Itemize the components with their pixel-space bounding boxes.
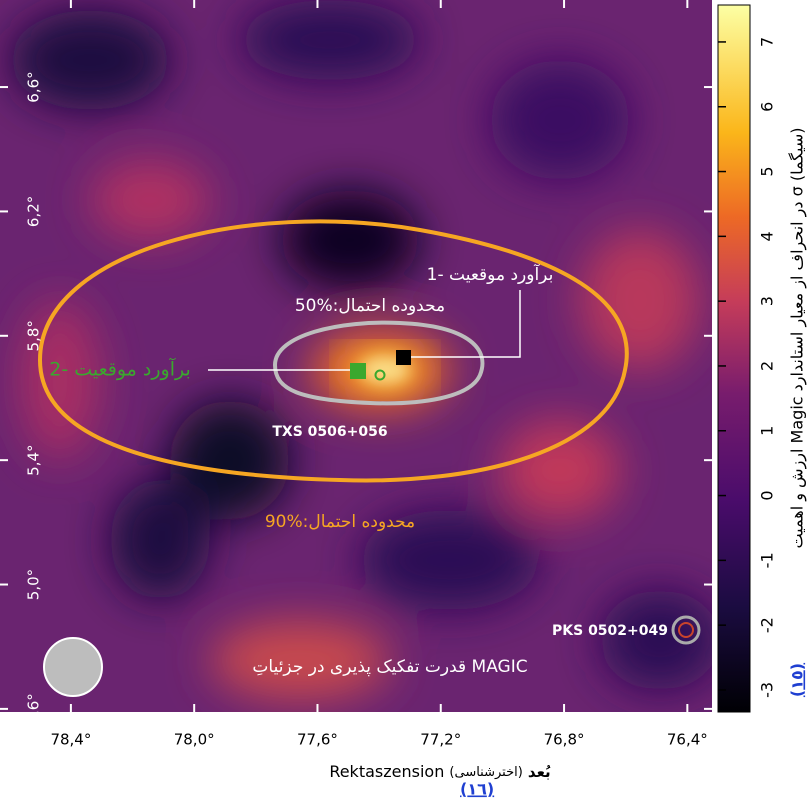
y-tick-label: 6,2°: [25, 196, 43, 227]
colorbar-tick-label: 2: [758, 361, 777, 371]
colorbar-tick-label: 4: [758, 231, 777, 241]
x-label-note: (اخترشناسی): [449, 765, 522, 780]
source-marker: [374, 369, 386, 381]
x-tick-label: 76,8°: [544, 731, 585, 749]
x-label-prefix: بُعد: [528, 763, 551, 781]
annotation: قدرت تفکیک پذیری در جزئیاتِ MAGIC: [252, 657, 527, 677]
region-90-contour: [37, 219, 629, 483]
source-marker: [678, 622, 694, 638]
colorbar-label-group: ارزش و اهمیت Magic در انحراف از معیار اس…: [788, 127, 808, 697]
colorbar-tick-label: 5: [758, 166, 777, 176]
source-label: PKS 0502+049: [552, 623, 668, 639]
x-tick-label: 76,4°: [667, 731, 708, 749]
sky-map: 1- برآورد موقعیت 2- برآورد موقعیت محدوده…: [0, 0, 712, 712]
marker-estimate-1: [396, 350, 411, 365]
marker-estimate-2: [350, 363, 366, 379]
annotation: محدوده احتمال:%90: [265, 512, 415, 532]
colorbar-tick-label: 1: [758, 426, 777, 436]
annotation: 1- برآورد موقعیت: [427, 263, 554, 285]
colorbar-tick-label: -2: [758, 617, 777, 633]
psf-circle: [43, 637, 103, 697]
annotation: محدوده احتمال:%50: [295, 296, 445, 316]
colorbar-tick-label: 0: [758, 490, 777, 500]
annotation: 2- برآورد موقعیت: [49, 357, 191, 381]
colorbar-tick-label: 6: [758, 102, 777, 112]
leader-line: [403, 290, 521, 358]
colorbar: [717, 4, 751, 713]
x-tick-label: 77,6°: [297, 731, 338, 749]
colorbar-tick-label: -3: [758, 682, 777, 698]
colorbar-tick-label: -1: [758, 552, 777, 568]
colorbar-label: ارزش و اهمیت Magic در انحراف از معیار اس…: [788, 127, 808, 548]
x-axis-label: بُعد (اخترشناسی) Rektaszension: [329, 762, 550, 781]
colorbar-tick-label: 3: [758, 296, 777, 306]
y-tick-label: 5,0°: [25, 569, 43, 600]
x-tick-label: 77,2°: [420, 731, 461, 749]
y-tick-label: 4,6°: [25, 693, 43, 724]
y-tick-label: 5,4°: [25, 444, 43, 475]
colorbar-tick-label: 7: [758, 37, 777, 47]
y-tick-label: 6,6°: [25, 71, 43, 102]
source-label: TXS 0506+056: [272, 424, 387, 440]
x-tick-label: 78,4°: [50, 731, 91, 749]
x-tick-label: 78,0°: [174, 731, 215, 749]
colorbar-label-ref[interactable]: (١٥): [788, 663, 807, 697]
y-tick-label: 5,8°: [25, 320, 43, 351]
region-50-contour: [272, 320, 485, 406]
x-label-ref[interactable]: (١٦): [460, 780, 494, 799]
source-circle: [671, 615, 701, 645]
x-label-main: Rektaszension: [329, 762, 444, 781]
